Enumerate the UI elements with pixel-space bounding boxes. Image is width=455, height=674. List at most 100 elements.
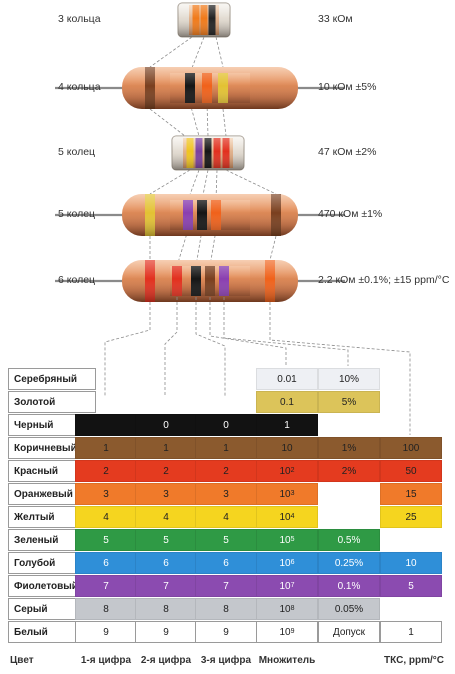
digit-cell-d3-text: 3 xyxy=(223,488,229,500)
tolerance-cell: Допуск xyxy=(318,621,380,643)
color-name: Серый xyxy=(8,598,96,620)
connector-line xyxy=(269,235,277,261)
digit-cell-d2-text: 0 xyxy=(163,419,169,431)
digit-cell-d3: 4 xyxy=(195,506,257,528)
tolerance-cell: 2% xyxy=(318,460,380,482)
multiplier-cell-text: 10 xyxy=(279,488,291,500)
resistor-shading xyxy=(122,67,298,109)
tcr-cell-text: 25 xyxy=(405,511,417,523)
multiplier-cell: 10 xyxy=(256,437,318,459)
tolerance-cell-text: Допуск xyxy=(332,626,366,638)
digit-cell-d1: 5 xyxy=(75,529,137,551)
resistor-value-label: 2.2 кОм ±0.1%; ±15 ppm/°C xyxy=(318,274,450,286)
column-header: 2-я цифра xyxy=(140,655,192,666)
connector-line xyxy=(269,302,411,435)
resistor-band-count-label: 5 колец xyxy=(58,208,96,220)
multiplier-cell: 10 5 xyxy=(256,529,318,551)
digit-cell-d3-text: 5 xyxy=(223,534,229,546)
digit-cell-d2-text: 5 xyxy=(163,534,169,546)
digit-cell-d1: 2 xyxy=(75,460,137,482)
digit-cell-d1-text: 7 xyxy=(103,580,109,592)
digit-cell-d2: 3 xyxy=(135,483,197,505)
digit-cell-d2: 5 xyxy=(135,529,197,551)
multiplier-cell-text: 10 xyxy=(279,511,291,523)
connector-line xyxy=(222,108,227,137)
column-header: Цвет xyxy=(10,655,34,666)
multiplier-cell-text: 0.01 xyxy=(277,373,297,385)
digit-cell-d1: 7 xyxy=(75,575,137,597)
digit-cell-d2-text: 6 xyxy=(163,557,169,569)
resistor-value-label: 47 кОм ±2% xyxy=(318,146,377,158)
digit-cell-d3-text: 4 xyxy=(223,511,229,523)
color-name: Серебряный xyxy=(8,368,96,390)
digit-cell-d2: 0 xyxy=(135,414,197,436)
digit-cell-d2: 2 xyxy=(135,460,197,482)
digit-cell-d3: 9 xyxy=(195,621,257,643)
digit-cell-d3: 6 xyxy=(195,552,257,574)
resistor-value-label: 33 кОм xyxy=(318,13,353,25)
digit-cell-d2-text: 1 xyxy=(163,442,169,454)
resistor-value-label: 10 кОм ±5% xyxy=(318,81,377,93)
connector-line xyxy=(149,169,191,195)
digit-cell-d2: 9 xyxy=(135,621,197,643)
digit-cell-d3: 5 xyxy=(195,529,257,551)
resistor-value-label: 470 кОм ±1% xyxy=(318,208,383,220)
multiplier-cell: 10 9 xyxy=(256,621,318,643)
resistor-band-count-label: 6 колец xyxy=(58,274,96,286)
digit-cell-d2: 6 xyxy=(135,552,197,574)
smd-shading xyxy=(172,136,244,170)
digit-cell-d3-text: 6 xyxy=(223,557,229,569)
multiplier-cell: 10 6 xyxy=(256,552,318,574)
connector-line xyxy=(149,108,186,137)
multiplier-cell: 0.1 xyxy=(256,391,318,413)
multiplier-cell: 10 2 xyxy=(256,460,318,482)
tolerance-cell-text: 1% xyxy=(341,442,357,454)
digit-cell-d3: 2 xyxy=(195,460,257,482)
digit-cell-d3-text: 0 xyxy=(223,419,229,431)
digit-cell-d3: 7 xyxy=(195,575,257,597)
resistor-shading xyxy=(122,194,298,236)
tcr-cell: 15 xyxy=(380,483,442,505)
connector-line xyxy=(215,36,224,68)
digit-cell-d2: 4 xyxy=(135,506,197,528)
digit-cell-d2-text: 8 xyxy=(163,603,169,615)
multiplier-cell: 1 xyxy=(256,414,318,436)
multiplier-cell-text: 0.1 xyxy=(280,396,294,408)
digit-cell-d3: 1 xyxy=(195,437,257,459)
digit-cell-d1-text: 5 xyxy=(103,534,109,546)
tolerance-cell-text: 5% xyxy=(341,396,357,408)
digit-cell-d1-text: 9 xyxy=(103,626,109,638)
multiplier-cell-text: 10 xyxy=(281,442,293,454)
resistor-band-count-label: 5 колец xyxy=(58,146,96,158)
color-name: Золотой xyxy=(8,391,96,413)
multiplier-cell: 10 8 xyxy=(256,598,318,620)
digit-cell-d1-text: 2 xyxy=(103,465,109,477)
column-header: 1-я цифра xyxy=(80,655,132,666)
tcr-cell: 5 xyxy=(380,575,442,597)
tcr-cell-text: 5 xyxy=(408,580,414,592)
multiplier-cell: 10 3 xyxy=(256,483,318,505)
multiplier-cell: 0.01 xyxy=(256,368,318,390)
digit-cell-d1: 1 xyxy=(75,437,137,459)
connector-line xyxy=(104,302,151,396)
digit-cell-d2-text: 3 xyxy=(163,488,169,500)
digit-cell-d1: 8 xyxy=(75,598,137,620)
color-name: Зеленый xyxy=(8,529,96,551)
connector-line xyxy=(209,297,287,366)
digit-cell-d3-text: 9 xyxy=(223,626,229,638)
multiplier-cell-text: 10 xyxy=(279,557,291,569)
digit-cell-d3-text: 1 xyxy=(223,442,229,454)
tolerance-cell: 5% xyxy=(318,391,380,413)
digit-cell-d3-text: 2 xyxy=(223,465,229,477)
digit-cell-d1: 9 xyxy=(75,621,137,643)
digit-cell-d3-text: 8 xyxy=(223,603,229,615)
resistor-band-count-label: 4 кольца xyxy=(58,81,101,93)
tcr-cell-text: 1 xyxy=(408,626,414,638)
tolerance-cell: 0.5% xyxy=(318,529,380,551)
digit-cell-d2: 8 xyxy=(135,598,197,620)
digit-cell-d3: 3 xyxy=(195,483,257,505)
digit-cell-d3: 8 xyxy=(195,598,257,620)
tcr-cell: 1 xyxy=(380,621,442,643)
